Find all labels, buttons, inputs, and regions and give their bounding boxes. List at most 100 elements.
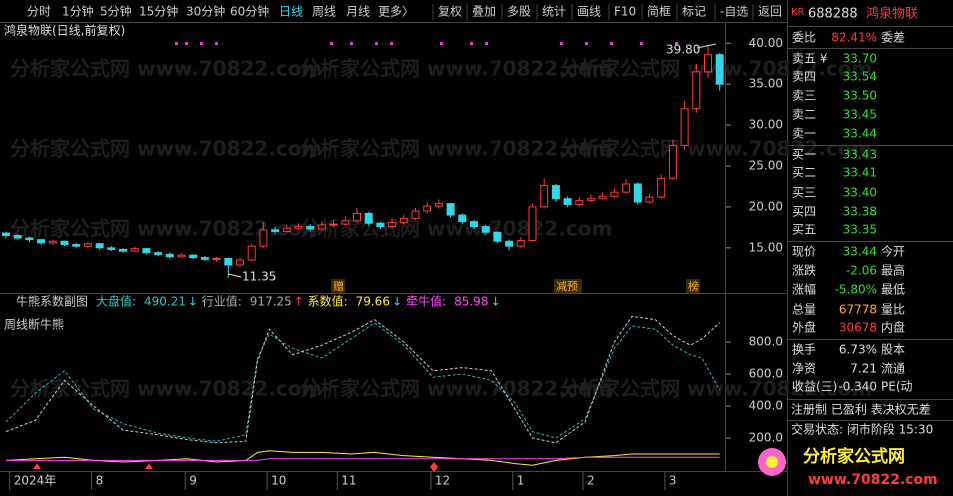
quote-label: 内盘 [881,320,905,335]
quote-label: 收益(三) [792,380,837,394]
y-tick-label: 40.00 [749,36,783,50]
event-label: 榜 [688,279,699,293]
candle-body [668,145,677,179]
signal-mark [430,462,438,472]
quote-label: 委差 [881,31,905,45]
signal-dot [485,42,488,45]
toolbar-button[interactable]: F10 [614,5,636,19]
candle-body [200,257,209,260]
candle-body [423,205,432,212]
toolbar-button[interactable]: 1分钟 [62,4,94,19]
x-tick-label: 10 [271,474,286,488]
toolbar-button[interactable]: 60分钟 [230,4,269,19]
toolbar-button[interactable]: 返回 [758,5,782,19]
quote-label: 买一 [792,148,816,162]
quote-value: -0.340 [838,380,877,394]
watermark: 分析家公式网 www.70822.com [300,377,612,401]
low-label: 11.35 [242,270,276,284]
quote-label: 卖一 [792,127,816,141]
signal-dot [200,42,203,45]
y-tick-label: 20.00 [749,199,783,213]
candle-body [317,224,326,230]
readout-arrow: ↑ [294,295,304,309]
logo-title: 分析家公式网 [803,446,905,467]
readout-arrow: ↓ [491,295,501,309]
quote-label: 股本 [881,343,905,357]
candle-body [411,210,420,219]
readout-arrow: ↓ [188,295,198,309]
candle-body [247,245,256,261]
candle-body [528,206,537,241]
y-tick-label: 15.00 [749,240,783,254]
quote-label: 买四 [792,205,816,219]
quote-label: 买五 [792,223,816,237]
quote-value: 33.70 [843,52,877,66]
candle-body [119,248,127,252]
indicator-line [5,450,720,466]
candle-body [434,203,443,207]
quote-label: 净资 [792,362,816,376]
quote-value: 33.44 [843,245,877,259]
stock-name: 鸿泉物联 [866,6,918,22]
toolbar-button[interactable]: 叠加 [472,5,496,19]
candle-body [493,231,502,242]
candle-body [177,254,186,258]
candle-body [645,196,654,203]
quote-label: PE(动 [881,380,913,394]
toolbar-button[interactable]: 日线 [279,5,303,19]
quote-label: 涨跌 [792,263,816,278]
indicator-subtitle: 周线断牛熊 [4,317,64,332]
candle-body [236,259,244,266]
candle-body [130,248,139,252]
readout-name: 牵牛值: [406,294,446,309]
readout-value: 917.25 [250,295,292,309]
toolbar-button[interactable]: 周线 [312,5,336,19]
readout-name: 行业值: [202,294,242,309]
quote-value: 33.35 [843,223,877,237]
readout-arrow: ↓ [392,295,402,309]
toolbar-button[interactable]: 标记 [682,5,706,19]
watermark: 分析家公式网 www.70822.com [300,57,612,81]
candle-body [2,232,10,237]
candle-body [364,212,373,224]
toolbar-button[interactable]: 更多〉 [378,5,414,19]
toolbar-button[interactable]: -自选 [720,5,748,19]
candle-body [715,54,724,85]
toolbar-button[interactable]: 多股 [507,5,531,19]
toolbar-button[interactable]: 5分钟 [100,4,132,19]
signal-dot [440,42,443,45]
x-tick-label: 8 [96,474,104,488]
toolbar-button[interactable]: 月线 [346,5,370,19]
stock-code: 688288 [808,7,858,22]
market-tag: KR [791,7,805,18]
candle-body [516,239,525,247]
quote-value: -2.06 [846,264,877,278]
candle-body [60,240,69,246]
signal-dot [390,42,393,45]
quote-label: 量比 [881,303,905,317]
quote-label: 卖五 ¥ [792,52,828,66]
toolbar-button[interactable]: 复权 [438,5,462,19]
toolbar-button[interactable]: 统计 [542,5,566,19]
candle-body [470,221,478,228]
readout-value: 79.66 [356,295,390,309]
toolbar-button[interactable]: 15分钟 [139,4,178,19]
watermark: 分析家公式网 www.70822.com [560,137,872,161]
quote-value: 33.45 [843,108,877,122]
y-tick-label: 25.00 [749,159,783,173]
quote-value: 6.73% [839,343,877,357]
x-tick-label: 2 [587,474,595,488]
quote-label: 外盘 [792,320,816,335]
signal-dot [375,42,378,45]
toolbar-button[interactable]: 简框 [647,5,671,19]
quote-value: 33.40 [843,186,877,200]
quote-status: 交易状态: 闭市阶段 15:30 [791,422,933,437]
indicator-line [5,315,721,444]
low-arrow [227,273,242,278]
signal-dot [585,42,588,45]
toolbar-button[interactable]: 30分钟 [186,4,225,19]
toolbar-button[interactable]: 分时 [27,5,51,19]
readout-name: 大盘值: [96,294,136,309]
toolbar-button[interactable]: 画线 [577,5,601,19]
